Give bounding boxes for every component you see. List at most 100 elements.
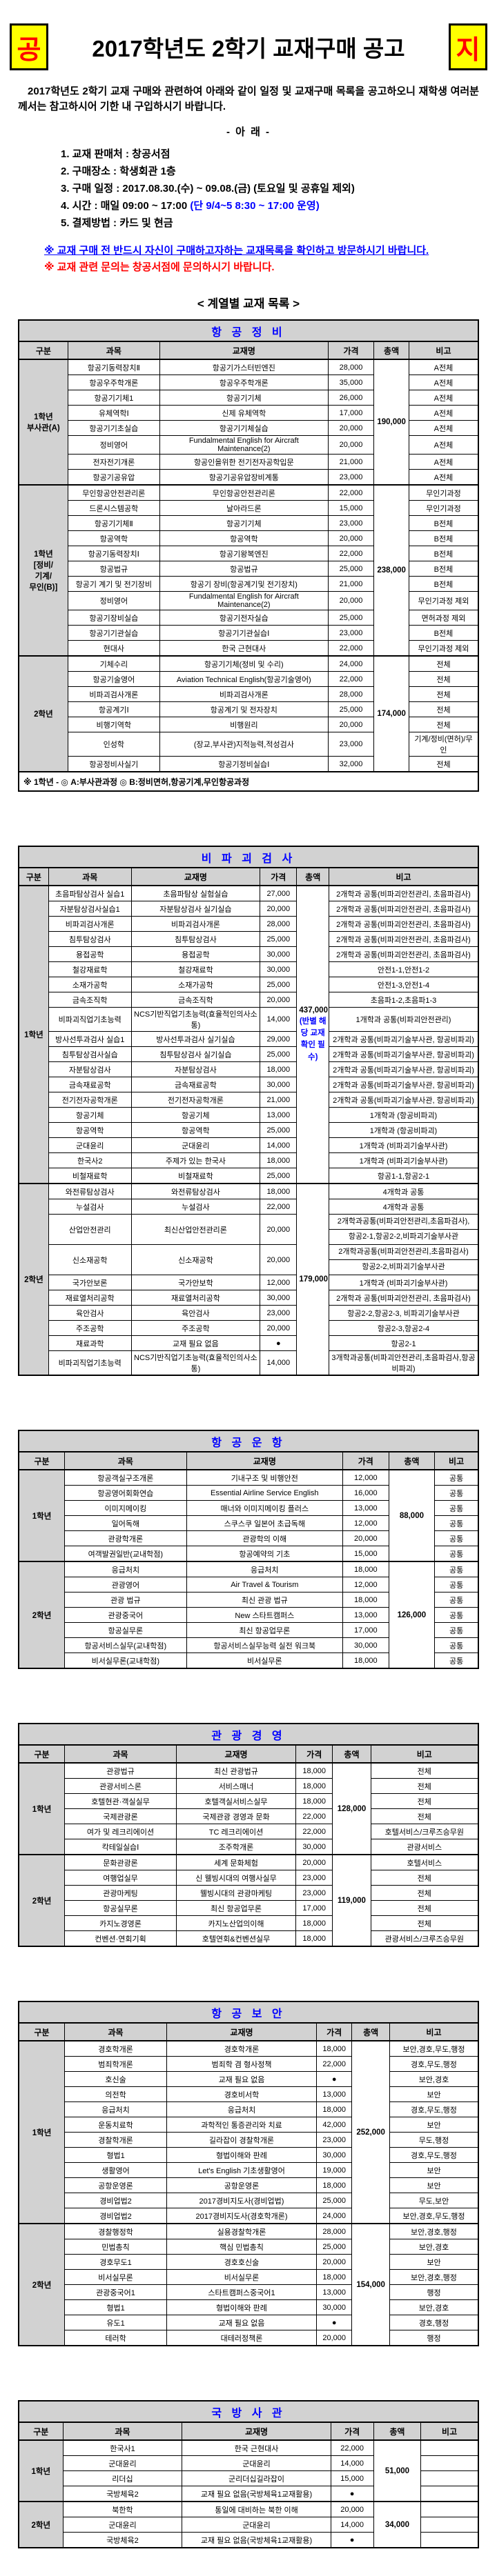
- table-row: 2학년 와전류탐상검사 와전류탐상검사 18,000 179,000 4개학과 공통: [18, 1183, 479, 1376]
- remark-cell: 항공2-3,항공2-4: [329, 1320, 479, 1337]
- warning-red: ※ 교재 관련 문의는 창공서점에 문의하시기 바랍니다.: [44, 261, 275, 274]
- price-cell: 12,000: [342, 1469, 389, 1486]
- course-cell: 카지노경영론: [64, 1915, 177, 1932]
- remark-cell: A전체: [408, 390, 479, 406]
- table-row: 정비영어 Fundalmental English for Aircraft Ma…: [19, 435, 479, 455]
- table-row: 용접공학 용접공학 30,000 2개학과 공통(비파괴안전관리, 초음파검사): [19, 946, 479, 963]
- remark-cell: 보안: [389, 2117, 479, 2133]
- table-row: 1학년 [정비/ 기계/ 무인(B)] 무인항공안전관리론 무인항공안전관리론 22,…: [18, 484, 479, 657]
- price-cell: 22,000: [330, 2439, 374, 2457]
- textbook-cell: 최신산업안전관리론: [130, 1214, 261, 1246]
- table-title: 항 공 보 안: [18, 2001, 479, 2024]
- dept-table-block-5: 항 공 보 안 구분 과목 교재명 가격 총액 비고 1학년 경호학개론 경호학개론 18,000 2…: [18, 2001, 479, 2347]
- price-cell: 22,000: [316, 2056, 353, 2073]
- notice-item: 3. 구매 일정 : 2017.08.30.(수) ~ 09.08.(금) (토…: [61, 180, 497, 197]
- textbook-cell: 항공계기 및 전자장치: [159, 701, 329, 718]
- textbook-cell: 과학적인 통증관리와 치료: [166, 2117, 318, 2133]
- remark-cell: A전체: [408, 454, 479, 470]
- textbook-cell: 관광학의 이해: [186, 1530, 344, 1547]
- remark-cell: [420, 2439, 479, 2457]
- badge-right: 지: [449, 23, 487, 70]
- group-label-cell: 2학년: [18, 2223, 66, 2346]
- table-row: 여행업실무 신 웰빙시대의 여행사실무 23,000 전체: [19, 1870, 479, 1886]
- column-header: 교재명: [130, 867, 261, 887]
- course-cell: 국가안보론: [48, 1275, 132, 1291]
- course-cell: 관광학개론: [64, 1530, 187, 1547]
- course-cell: 침투탐상검사: [48, 931, 132, 948]
- price-cell: 20,000: [342, 1530, 389, 1547]
- textbook-cell: 교재 필요 없음: [166, 2315, 318, 2331]
- table-row: 산업안전관리 최신산업안전관리론 20,000 2개학과공통(비파괴안전관리,초음파검…: [19, 1214, 479, 1246]
- course-cell: 관광영어: [64, 1577, 187, 1593]
- table-row: 항공기기체1 항공기기체 26,000 A전체: [19, 390, 479, 406]
- column-header: 가격: [327, 341, 375, 361]
- remark-cell: A전체: [408, 435, 479, 455]
- price-cell: 18,000: [342, 1592, 389, 1608]
- remark-cell: 4개학과 공통: [329, 1199, 479, 1215]
- textbook-cell: 최신 관광법규: [175, 1762, 297, 1779]
- course-cell: 유체역학Ⅰ: [67, 405, 160, 421]
- textbook-cell: 항공기기체: [159, 390, 329, 406]
- table-row: 1학년 부사관(A) 항공기동력장치Ⅱ 항공기가스터빈엔진 28,000 190,000…: [18, 359, 479, 486]
- remark-cell: B전체: [408, 530, 479, 547]
- price-cell: 22,000: [260, 1199, 298, 1215]
- group-label-cell: 1학년 부사관(A): [18, 359, 68, 486]
- textbook-cell: 교재 필요 없음: [130, 1335, 261, 1352]
- course-cell: 인성학: [67, 732, 160, 757]
- notice-item-text: 3. 구매 일정 : 2017.08.30.(수) ~ 09.08.(금) (토…: [61, 182, 355, 194]
- course-cell: 관광법규: [64, 1762, 177, 1779]
- column-header: 비고: [389, 2022, 479, 2042]
- notice-item: 2. 구매장소 : 학생회관 1층: [61, 163, 497, 180]
- course-cell: 항공기동력장치Ⅰ: [67, 546, 160, 562]
- remark-cell: 전체: [370, 1762, 479, 1779]
- table-title: 관 광 경 영: [18, 1723, 479, 1746]
- table-row: 주조공학 주조공학 20,000 항공2-3,항공2-4: [19, 1320, 479, 1337]
- table-row: 2학년 경찰행정학 실용경찰학개론 28,000 154,000 보안,경호,행정: [18, 2223, 479, 2346]
- textbook-table: 관 광 경 영 구분 과목 교재명 가격 총액 비고 1학년 관광법규 최신 관광법규 18,000…: [18, 1723, 479, 1948]
- tables-container: 항 공 정 비 구분 과목 교재명 가격 총액 비고 1학년 부사관(A) 항공기동력장치Ⅱ 항공…: [0, 319, 497, 2549]
- course-cell: 이미지메이킹: [64, 1500, 187, 1517]
- remark-cell: 2개학과 공통(비파괴안전관리, 초음파검사): [329, 916, 479, 932]
- remark-cell: 관광서비스: [370, 1839, 479, 1855]
- price-cell: 25,000: [327, 701, 375, 718]
- price-cell: 20,000: [260, 901, 298, 917]
- total-cell: 190,000: [373, 359, 409, 486]
- price-cell: 30,000: [260, 961, 298, 978]
- remark-cell: 초음파1-2,초음파1-3: [329, 992, 479, 1008]
- table-title: 비 파 괴 검 사: [18, 846, 479, 869]
- textbook-cell: 항공서비스실무능력 실전 워크북: [186, 1637, 344, 1654]
- remark-cell: 2개학과 공통(비파괴안전관리, 초음파검사): [329, 901, 479, 917]
- course-cell: 용접공학: [48, 946, 132, 963]
- course-cell: 산업안전관리: [48, 1214, 132, 1246]
- column-header: 가격: [342, 1451, 389, 1471]
- remark-cell: 항공1-1,항공2-1: [329, 1168, 479, 1184]
- remark-cell: 보안: [389, 2162, 479, 2179]
- course-cell: 항공실무론: [64, 1900, 177, 1917]
- dept-table-block-1: 항 공 정 비 구분 과목 교재명 가격 총액 비고 1학년 부사관(A) 항공기동력장치Ⅱ 항공…: [18, 319, 479, 792]
- remark-cell: 전체: [370, 1885, 479, 1901]
- table-row: 금속재료공학 금속재료공학 30,000 2개학과 공통(비파괴기술부사관, 항공비파…: [19, 1077, 479, 1093]
- price-cell: 30,000: [295, 1839, 333, 1855]
- table-row: 전기전자공학개론 전기전자공학개론 21,000 2개학과 공통(비파괴기술부사관, …: [19, 1092, 479, 1108]
- price-cell: ●: [316, 2315, 353, 2331]
- textbook-cell: 신소재공학: [130, 1244, 261, 1276]
- textbook-cell: NCS기반직업기초능력(효율적인의사소통): [130, 1007, 261, 1032]
- course-cell: 범죄학개론: [64, 2056, 167, 2073]
- column-header: 비고: [434, 1451, 479, 1471]
- remark-cell: 보안,경호,행정: [389, 2223, 479, 2240]
- textbook-cell: 비파괴검사개론: [159, 686, 329, 703]
- textbook-table: 비 파 괴 검 사 구분 과목 교재명 가격 총액 비고 1학년 초음파탐상검사 실습1 초음파탐…: [18, 846, 479, 1377]
- textbook-cell: 세계 문화체험: [175, 1854, 297, 1871]
- course-cell: 방사선투과검사 실습1: [48, 1031, 132, 1048]
- price-cell: 22,000: [295, 1808, 333, 1825]
- table-row: 항공기장비실습 항공기전자실습 25,000 면허과정 제외: [19, 610, 479, 626]
- course-cell: 관광중국어: [64, 1607, 187, 1624]
- textbook-cell: 항공기기관실습Ⅰ: [159, 625, 329, 641]
- table-row: 2학년 기체수리 항공기기체(정비 및 수리) 24,000 174,000 전체: [18, 655, 479, 772]
- textbook-cell: 비행원리: [159, 717, 329, 733]
- table-row: 침투탐상검사실습 침투탐상검사 실기실습 25,000 2개학과 공통(비파괴기술부사…: [19, 1046, 479, 1063]
- table-row: 운동치료학 과학적인 통증관리와 치료 42,000 보안: [19, 2117, 479, 2133]
- table-row: 항공실무론 최신 항공업무론 17,000 전체: [19, 1900, 479, 1917]
- course-cell: 군대윤리: [48, 1137, 132, 1154]
- remark-cell: 공통: [434, 1485, 479, 1501]
